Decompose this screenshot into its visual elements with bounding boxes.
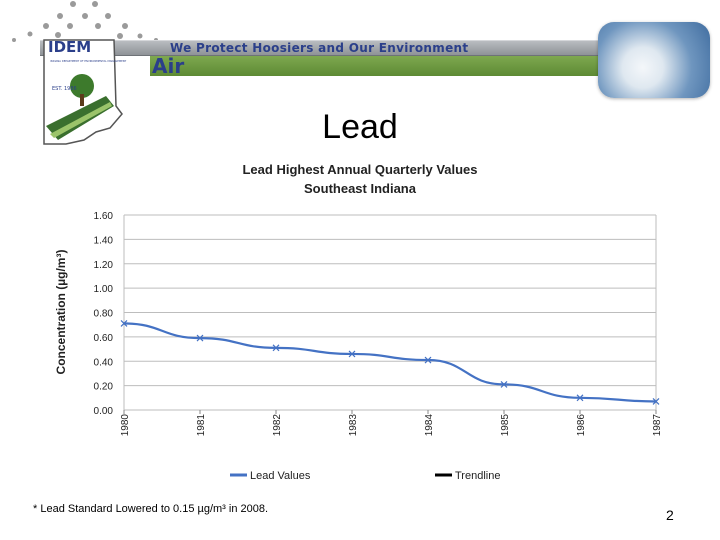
y-tick-label: 0.60 — [94, 333, 114, 344]
data-point — [348, 350, 356, 358]
header-section-label: Air — [152, 54, 185, 78]
y-tick-label: 0.80 — [94, 309, 114, 320]
data-point — [424, 356, 432, 364]
logo-subtitle: INDIANA DEPARTMENT OF ENVIRONMENTAL MANA… — [50, 59, 127, 63]
data-point — [500, 380, 508, 388]
legend-label-lead-values: Lead Values — [250, 470, 311, 482]
y-tick-label: 1.40 — [94, 235, 114, 246]
x-tick-label: 1985 — [500, 414, 511, 437]
x-tick-label: 1986 — [576, 414, 587, 437]
y-tick-label: 0.00 — [94, 406, 114, 417]
series-line-0 — [123, 322, 657, 403]
header-slogan: We Protect Hoosiers and Our Environment — [170, 41, 469, 55]
data-point — [576, 394, 584, 402]
y-tick-label: 0.40 — [94, 357, 114, 368]
chart-title-line1: Lead Highest Annual Quarterly Values — [242, 162, 478, 177]
y-tick-label: 0.20 — [94, 382, 114, 393]
legend-label-trendline: Trendline — [455, 470, 500, 482]
data-point — [272, 344, 280, 352]
sky-clouds-image — [598, 22, 710, 98]
x-tick-label: 1981 — [196, 414, 207, 437]
header-banner — [40, 40, 600, 56]
tree-icon — [70, 74, 94, 98]
data-point — [196, 334, 204, 342]
y-tick-label: 1.20 — [94, 260, 114, 271]
header-green-band — [150, 56, 600, 76]
y-axis-label: Concentration (µg/m³) — [54, 250, 68, 375]
footnote: * Lead Standard Lowered to 0.15 µg/m³ in… — [33, 503, 269, 515]
data-point — [652, 398, 660, 405]
logo-agency-text: IDEM — [48, 38, 91, 56]
x-tick-label: 1983 — [348, 414, 359, 437]
page-number: 2 — [666, 507, 674, 523]
y-tick-label: 1.60 — [94, 211, 114, 222]
data-point — [120, 320, 128, 327]
logo-est: EST. 1986 — [52, 86, 77, 92]
x-tick-label: 1980 — [120, 414, 131, 437]
x-tick-label: 1982 — [272, 414, 283, 437]
x-tick-label: 1984 — [424, 414, 435, 437]
idem-logo: IDEM INDIANA DEPARTMENT OF ENVIRONMENTAL… — [43, 38, 127, 145]
x-tick-label: 1987 — [652, 414, 663, 437]
y-tick-label: 1.00 — [94, 284, 114, 295]
chart-title: Lead Highest Annual Quarterly Values Sou… — [180, 160, 540, 198]
chart-title-line2: Southeast Indiana — [304, 181, 416, 196]
slide-title: Lead — [322, 108, 398, 146]
